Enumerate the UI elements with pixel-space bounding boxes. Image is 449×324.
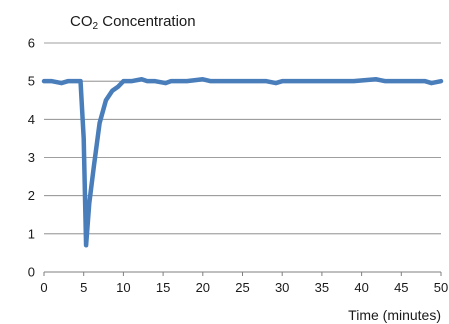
x-tick-label-0: 0 — [40, 280, 47, 295]
x-tick-label-15: 15 — [156, 280, 170, 295]
x-tick-label-5: 5 — [80, 280, 87, 295]
chart-title: CO2 Concentration — [70, 13, 196, 32]
chart-title-prefix: CO — [70, 13, 93, 30]
y-tick-labels: 0 1 2 3 4 5 6 — [28, 36, 35, 280]
chart-title-suffix: Concentration — [98, 13, 196, 30]
y-tick-label-6: 6 — [28, 36, 35, 51]
series-layer — [41, 77, 444, 248]
x-tick-label-40: 40 — [354, 280, 368, 295]
x-tick-label-45: 45 — [394, 280, 408, 295]
series-line-0 — [41, 77, 444, 248]
x-tick-label-50: 50 — [434, 280, 448, 295]
x-axis-title: Time (minutes) — [348, 307, 441, 323]
x-tick-label-25: 25 — [235, 280, 249, 295]
y-tick-label-3: 3 — [28, 150, 35, 165]
x-tick-labels: 0 5 10 15 20 25 30 35 40 45 50 — [40, 280, 448, 295]
x-tick-label-35: 35 — [315, 280, 329, 295]
x-tick-label-10: 10 — [116, 280, 130, 295]
gridlines — [44, 42, 441, 235]
y-tick-label-1: 1 — [28, 226, 35, 241]
chart-title-subscript: 2 — [93, 21, 99, 32]
axes — [43, 271, 442, 276]
x-tick-label-20: 20 — [196, 280, 210, 295]
y-tick-label-2: 2 — [28, 188, 35, 203]
x-tick-label-30: 30 — [275, 280, 289, 295]
y-tick-label-0: 0 — [28, 265, 35, 280]
y-tick-label-4: 4 — [28, 112, 35, 127]
y-tick-label-5: 5 — [28, 74, 35, 89]
